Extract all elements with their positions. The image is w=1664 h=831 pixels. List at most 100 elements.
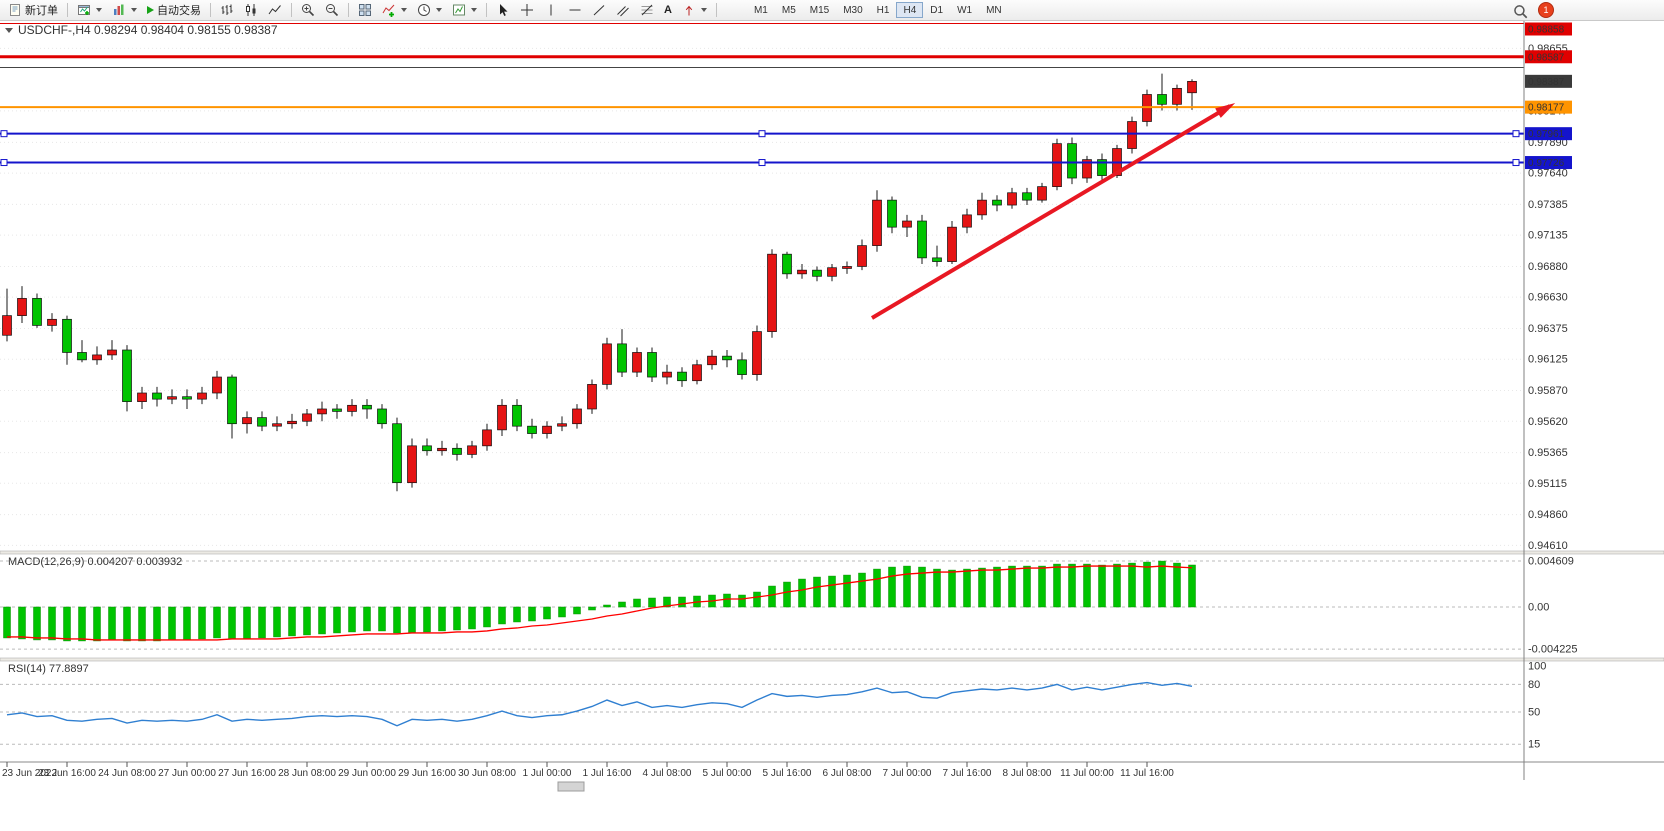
macd-bar [213,606,221,639]
macd-bar [738,594,746,608]
macd-bar [858,572,866,608]
search-button[interactable] [1509,2,1532,20]
timeframe-mn[interactable]: MN [979,2,1009,18]
line-handle[interactable] [0,130,8,138]
profiles-button[interactable] [108,1,141,19]
trendline-icon [592,3,606,17]
price-axis-label: 0.94610 [1528,540,1568,552]
bar-chart-button[interactable] [216,1,238,19]
macd-bar [1083,563,1091,608]
candle [662,371,672,378]
macd-bar [1113,563,1121,608]
price-badge [1525,100,1572,114]
candle [302,413,312,422]
macd-bar [1188,564,1196,608]
new-order-button[interactable]: 新订单 [4,1,62,19]
candle [152,392,162,400]
templates-button[interactable] [448,1,481,19]
panel-separator[interactable] [0,550,1664,555]
candle [377,408,387,425]
candle [227,376,237,425]
macd-bar [723,593,731,608]
macd-bar [918,566,926,608]
timeframe-h4[interactable]: H4 [896,2,924,18]
price-badge [1525,156,1572,170]
candle [77,352,87,361]
indicators-button[interactable] [378,1,411,19]
candle [722,355,732,361]
macd-bar [1158,560,1166,608]
notification-badge[interactable]: 1 [1538,2,1554,18]
toolbar-separator [210,3,211,17]
collapse-arrow-icon[interactable] [5,28,13,33]
new-chart-button[interactable] [73,1,106,19]
macd-bar [873,568,881,608]
macd-bar [393,606,401,634]
timeframe-w1[interactable]: W1 [950,2,979,18]
macd-bar [498,606,506,625]
cursor-tool-button[interactable] [492,1,514,19]
price-axis-label: 0.96125 [1528,354,1568,366]
trendline-tool-button[interactable] [588,1,610,19]
macd-bar [948,569,956,608]
timeframe-m1[interactable]: M1 [747,2,775,18]
candle [497,404,507,431]
crosshair-tool-button[interactable] [516,1,538,19]
time-axis-label: 1 Jul 16:00 [583,768,632,779]
horizontal-line-tool-button[interactable] [564,1,586,19]
macd-bar [1008,565,1016,608]
rsi-scale-label: 100 [1528,661,1546,673]
candle [1187,80,1197,94]
scrollbar-thumb[interactable] [557,781,585,792]
timeframe-m30[interactable]: M30 [836,2,869,18]
price-axis-label: 0.94860 [1528,509,1568,521]
rsi-scale-label: 50 [1528,707,1540,719]
text-tool-button[interactable]: A [660,1,676,19]
time-axis-label: 23 Jun 16:00 [38,768,96,779]
zoom-in-button[interactable] [297,1,319,19]
time-axis-label: 1 Jul 00:00 [523,768,572,779]
tile-windows-button[interactable] [354,1,376,19]
macd-label: MACD(12,26,9) 0.004207 0.003932 [8,556,182,568]
candle [287,420,297,425]
channel-tool-button[interactable] [612,1,634,19]
zoom-out-button[interactable] [321,1,343,19]
candle [452,447,462,455]
timeframe-d1[interactable]: D1 [923,2,950,18]
macd-bar [888,566,896,608]
macd-bar [813,576,821,608]
auto-trading-icon [147,6,154,14]
line-handle[interactable] [0,159,8,167]
fibonacci-tool-button[interactable] [636,1,658,19]
line-handle[interactable] [1512,130,1520,138]
line-handle[interactable] [758,130,766,138]
trend-arrow-line[interactable] [870,104,1232,320]
timeframe-m5[interactable]: M5 [775,2,803,18]
time-axis-label: 11 Jul 16:00 [1120,768,1174,779]
macd-bar [423,606,431,633]
macd-bar [243,606,251,640]
candlestick-chart-button[interactable] [240,1,262,19]
crosshair-icon [520,3,534,17]
macd-bar [483,606,491,628]
timeframe-m15[interactable]: M15 [803,2,836,18]
candle [332,408,342,412]
line-chart-button[interactable] [264,1,286,19]
line-handle[interactable] [1512,159,1520,167]
candle [572,408,582,425]
candle [242,417,252,425]
trend-arrow-head[interactable] [1215,102,1236,118]
profiles-icon [112,3,126,17]
auto-trading-button[interactable]: 自动交易 [143,1,205,19]
candle [917,220,927,259]
rsi-scale-label: 80 [1528,679,1540,691]
timeframe-h1[interactable]: H1 [870,2,897,18]
arrows-tool-button[interactable] [678,1,711,19]
macd-bar [438,606,446,632]
panel-separator[interactable] [0,657,1664,662]
vertical-line-tool-button[interactable] [540,1,562,19]
chart-area[interactable]: 0.986550.981470.978900.976400.973850.971… [0,20,1664,831]
periods-button[interactable] [413,1,446,19]
line-handle[interactable] [758,159,766,167]
